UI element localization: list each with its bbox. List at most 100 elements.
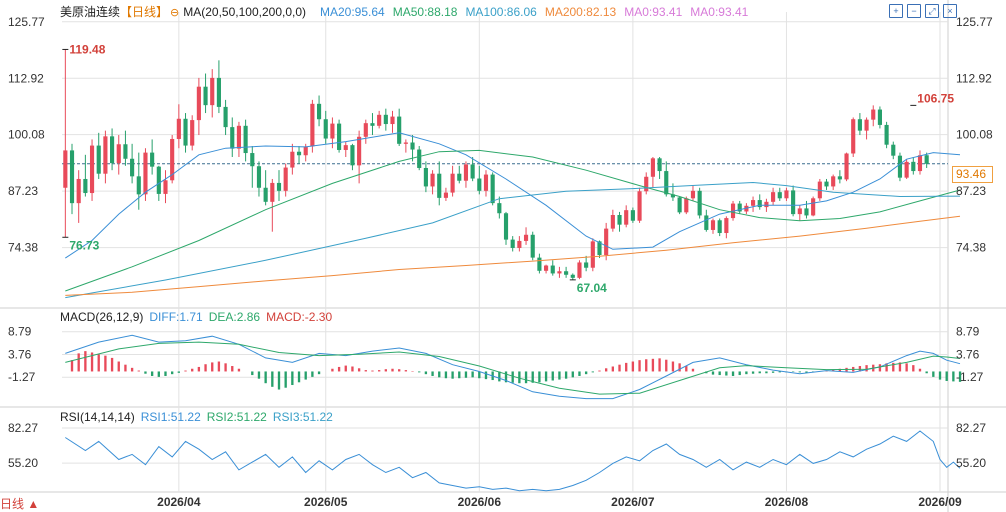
candle-body [624,210,629,225]
candle-body [236,125,242,149]
ma-legend-item: MA20:95.64 [320,5,385,19]
candle-body [390,116,395,125]
candlestick-series [63,49,929,280]
candle-body [423,167,428,187]
candle-body [136,176,141,195]
candle-body [597,241,602,255]
period-selector-button[interactable]: 日线 ▲ [0,497,40,511]
candle-body [323,119,328,139]
rsi-tick-label-right: 82.27 [956,421,986,435]
candle-body [771,192,776,202]
period-selector-label: 日线 [0,497,25,511]
candle-body [330,123,335,139]
rsi-legend-item: RSI1:51.22 [140,410,201,424]
x-tick-label: 2026/04 [157,495,201,509]
axis-labels: 2026/04 2026/05 2026/06 2026/07 2026/08 2026/… [8,15,993,509]
current-price-tag: 93.46 [952,166,993,183]
rsi-legend-item: RSI(14,14,14) [60,410,135,424]
macd-diff-line [65,334,961,400]
price-tick-label-right: 112.92 [956,71,992,85]
price-tick-label-right: 125.77 [956,15,993,29]
candle-body [797,208,802,215]
price-tick-label-left: 87.23 [8,184,38,198]
candle-body [857,119,862,131]
high-annotation: 119.48 [69,42,105,56]
candle-body [89,145,95,194]
candle-body [143,152,148,195]
candle-body [523,234,529,241]
period-label[interactable]: 【日线】 [120,5,169,19]
candle-body [630,210,635,221]
candle-body [911,161,916,172]
candle-body [463,164,469,181]
candle-body [717,220,722,234]
candle-body [704,215,709,230]
candle-body [176,118,181,139]
candle-body [891,144,896,156]
candle-body [877,109,882,125]
candle-body [610,215,615,229]
candle-body [150,152,155,167]
candle-body [884,124,889,145]
x-tick-label: 2026/05 [304,495,348,509]
candle-body [557,271,562,274]
candle-body [650,158,655,177]
candle-body [216,77,221,107]
candle-body [757,200,762,208]
candle-body [203,86,208,106]
add-pane-icon[interactable]: + [889,4,903,18]
candle-body [851,119,856,154]
candle-body [430,173,435,187]
candle-body [377,114,382,126]
candle-body [811,198,816,216]
candle-body [737,203,742,212]
candle-body [470,164,475,179]
symbol-name: 美原油连续 [60,5,121,19]
candle-body [710,220,716,230]
candle-body [450,173,455,193]
candle-body [904,161,909,178]
candle-body [196,86,201,121]
candle-body [837,176,842,180]
candle-body [96,145,101,174]
candle-body [690,190,696,199]
candle-body [791,190,796,215]
x-tick-label: 2026/08 [765,495,809,509]
close-icon[interactable]: × [943,4,957,18]
price-annotations: 119.48 76.73 67.04 106.75 [62,42,954,295]
ma-legend-item: MA0:93.41 [690,5,749,19]
candle-body [417,149,422,168]
candle-body [337,123,342,150]
moving-average-lines [65,132,961,299]
macd-pane [65,334,962,400]
candle-body [644,176,649,192]
rsi-legend-item: RSI2:51.22 [206,410,267,424]
candle-body [724,218,729,234]
candle-body [804,208,809,216]
candle-body [510,239,515,248]
macd-legend-item: DIFF:1.71 [149,310,203,324]
expand-icon[interactable]: ⤢ [925,4,939,18]
remove-pane-icon[interactable]: − [907,4,921,18]
candle-body [477,178,482,191]
rsi-legend-item: RSI3:51.22 [272,410,333,424]
candle-body [357,136,362,166]
candle-body [69,150,75,204]
price-tick-label-left: 100.08 [8,128,45,142]
candle-body [170,138,175,181]
x-tick-label: 2026/09 [918,495,962,509]
recent-high-annotation: 106.75 [917,91,954,105]
candle-body [457,173,462,181]
minus-circle-icon[interactable]: ⊖ [170,7,180,19]
ma20-line [65,132,961,259]
candle-body [103,136,108,174]
candle-body [397,116,402,144]
ma50-line [65,149,961,292]
candle-body [437,173,442,198]
candle-body [276,182,282,191]
candle-body [764,201,769,208]
candle-body [584,262,589,268]
candle-body [370,123,375,126]
